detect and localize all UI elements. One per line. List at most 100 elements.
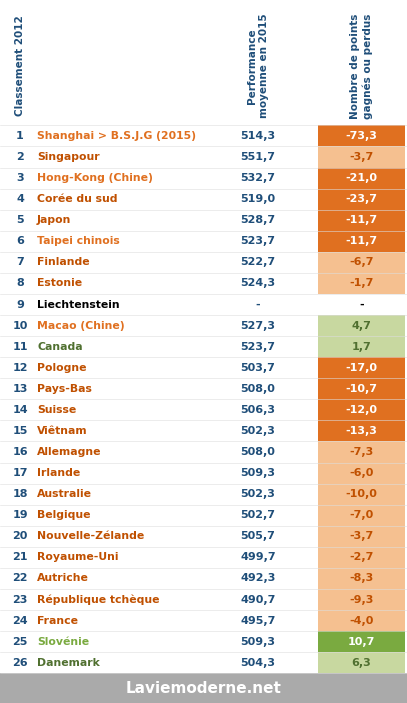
Bar (0, 209, 318, 231)
Text: 527,3: 527,3 (241, 321, 276, 330)
Text: 11: 11 (12, 342, 28, 352)
Bar (318, 167, 405, 188)
Bar (318, 273, 405, 294)
Text: -6,7: -6,7 (349, 257, 374, 267)
Text: 3: 3 (16, 173, 24, 183)
Text: Shanghai > B.S.J.G (2015): Shanghai > B.S.J.G (2015) (37, 131, 196, 141)
Text: Autriche: Autriche (37, 574, 89, 583)
Text: 10,7: 10,7 (348, 637, 375, 647)
Text: 509,3: 509,3 (241, 468, 276, 478)
Bar (0, 673, 407, 703)
Bar (318, 357, 405, 378)
Bar (0, 188, 318, 209)
Bar (318, 547, 405, 568)
Text: Australie: Australie (37, 489, 92, 499)
Text: 551,7: 551,7 (241, 152, 276, 162)
Text: 25: 25 (12, 637, 28, 647)
Text: 1: 1 (16, 131, 24, 141)
Bar (0, 589, 318, 610)
Text: Performance
moyenne en 2015: Performance moyenne en 2015 (247, 13, 269, 118)
Bar (318, 568, 405, 589)
Text: 490,7: 490,7 (240, 595, 276, 605)
Bar (0, 505, 318, 526)
Bar (0, 547, 318, 568)
Text: -10,0: -10,0 (346, 489, 377, 499)
Text: -12,0: -12,0 (346, 405, 378, 415)
Text: -11,7: -11,7 (346, 215, 378, 225)
Bar (318, 231, 405, 252)
Text: 502,3: 502,3 (241, 426, 276, 436)
Bar (0, 463, 318, 484)
Bar (0, 631, 318, 652)
Bar (318, 589, 405, 610)
Bar (318, 252, 405, 273)
Text: -6,0: -6,0 (349, 468, 374, 478)
Text: 14: 14 (12, 405, 28, 415)
Bar (318, 463, 405, 484)
Text: -7,0: -7,0 (349, 510, 374, 520)
Bar (0, 610, 318, 631)
Text: 523,7: 523,7 (241, 342, 276, 352)
Text: 506,3: 506,3 (241, 405, 276, 415)
Bar (0, 6, 407, 125)
Text: 24: 24 (12, 616, 28, 626)
Bar (318, 441, 405, 463)
Text: 522,7: 522,7 (241, 257, 276, 267)
Text: 17: 17 (12, 468, 28, 478)
Bar (318, 399, 405, 420)
Text: 495,7: 495,7 (240, 616, 276, 626)
Text: 7: 7 (16, 257, 24, 267)
Text: Viêtnam: Viêtnam (37, 426, 88, 436)
Bar (318, 146, 405, 167)
Text: 20: 20 (12, 531, 28, 541)
Text: Hong-Kong (Chine): Hong-Kong (Chine) (37, 173, 153, 183)
Bar (0, 399, 318, 420)
Bar (318, 652, 405, 673)
Bar (318, 336, 405, 357)
Text: -73,3: -73,3 (346, 131, 377, 141)
Text: 508,0: 508,0 (241, 447, 276, 457)
Text: Belgique: Belgique (37, 510, 90, 520)
Text: Japon: Japon (37, 215, 71, 225)
Text: -21,0: -21,0 (346, 173, 378, 183)
Text: Danemark: Danemark (37, 658, 100, 668)
Text: Macao (Chine): Macao (Chine) (37, 321, 125, 330)
Text: 502,7: 502,7 (241, 510, 276, 520)
Text: 502,3: 502,3 (241, 489, 276, 499)
Text: -23,7: -23,7 (346, 194, 378, 204)
Text: 504,3: 504,3 (241, 658, 276, 668)
Bar (318, 420, 405, 441)
Bar (0, 273, 318, 294)
Bar (318, 125, 405, 146)
Bar (0, 484, 318, 505)
Text: 9: 9 (16, 299, 24, 309)
Bar (0, 167, 318, 188)
Bar (0, 315, 318, 336)
Text: Royaume-Uni: Royaume-Uni (37, 553, 118, 562)
Text: 15: 15 (12, 426, 28, 436)
Text: -7,3: -7,3 (349, 447, 374, 457)
Bar (318, 378, 405, 399)
Bar (0, 146, 318, 167)
Bar (0, 568, 318, 589)
Bar (318, 315, 405, 336)
Text: -10,7: -10,7 (346, 384, 378, 394)
Bar (318, 294, 405, 315)
Bar (318, 484, 405, 505)
Bar (318, 505, 405, 526)
Text: -: - (359, 299, 364, 309)
Text: -17,0: -17,0 (346, 363, 378, 373)
Text: 23: 23 (12, 595, 28, 605)
Bar (0, 526, 318, 547)
Text: Slovénie: Slovénie (37, 637, 89, 647)
Bar (0, 252, 318, 273)
Text: -3,7: -3,7 (349, 152, 374, 162)
Text: Nouvelle-Zélande: Nouvelle-Zélande (37, 531, 144, 541)
Text: Finlande: Finlande (37, 257, 90, 267)
Text: 10: 10 (12, 321, 28, 330)
Text: Nombre de points
gagnés ou perdus: Nombre de points gagnés ou perdus (350, 13, 372, 119)
Bar (0, 294, 318, 315)
Text: 19: 19 (12, 510, 28, 520)
Text: -4,0: -4,0 (349, 616, 374, 626)
Text: 532,7: 532,7 (241, 173, 276, 183)
